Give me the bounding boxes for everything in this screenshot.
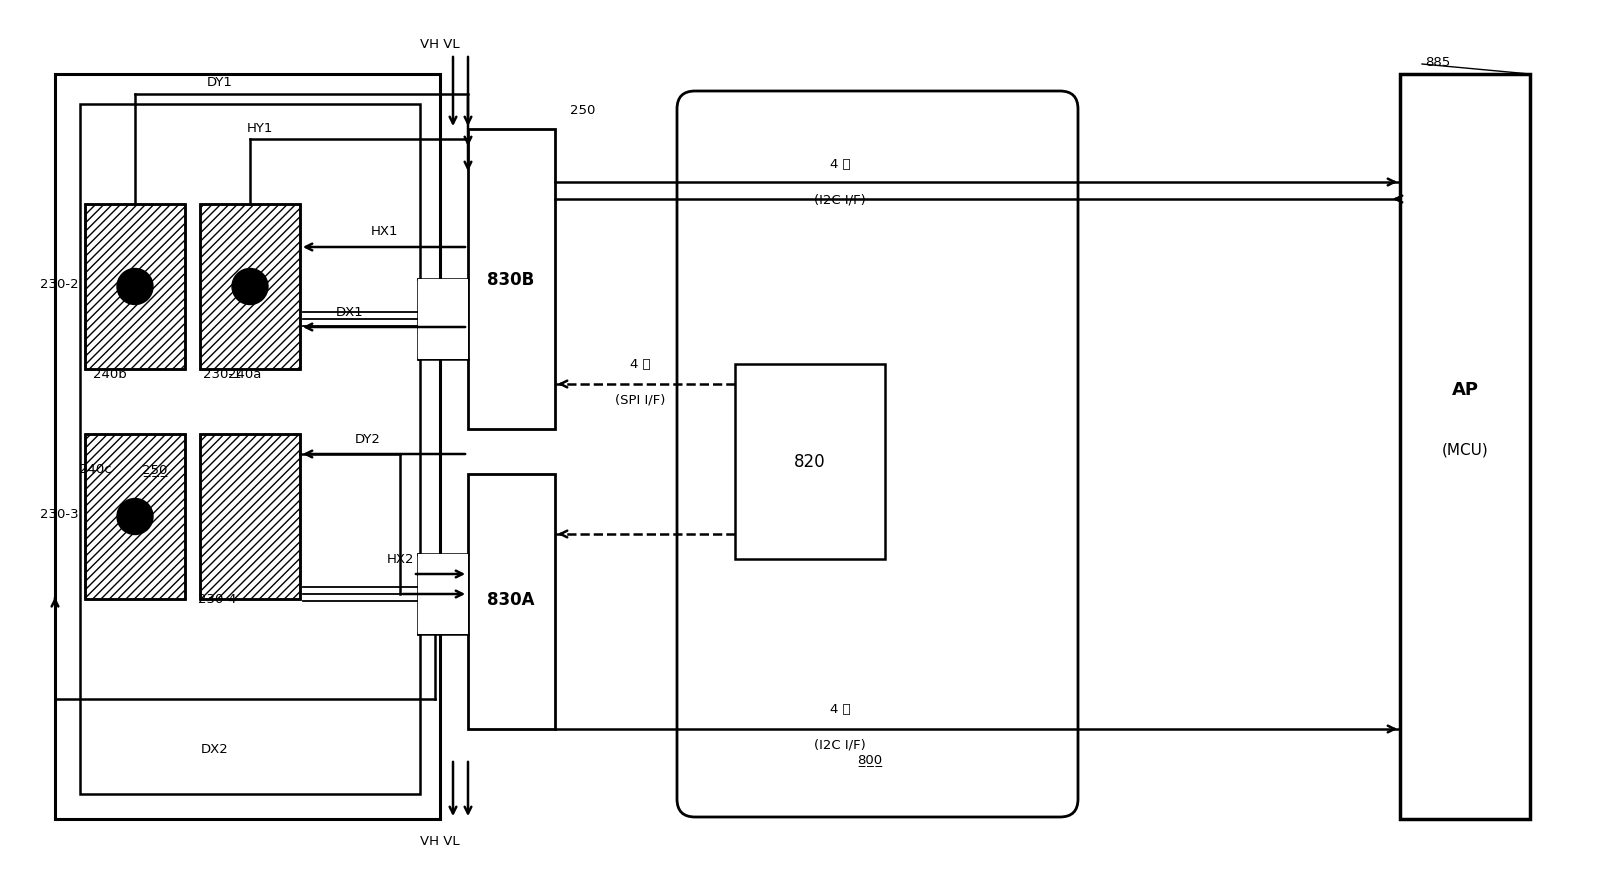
Text: 230-3: 230-3	[40, 508, 79, 521]
Text: DY2: DY2	[354, 433, 382, 446]
Text: DX1: DX1	[337, 307, 364, 319]
Text: 4 线: 4 线	[630, 358, 651, 371]
Text: (MCU): (MCU)	[1441, 442, 1488, 457]
Text: 230-4: 230-4	[199, 593, 237, 606]
Bar	[200, 205, 300, 369]
Text: DY1: DY1	[207, 76, 232, 89]
Text: HY1: HY1	[247, 121, 273, 135]
Bar	[200, 205, 300, 369]
Text: VH VL: VH VL	[420, 38, 460, 51]
Bar	[468, 475, 555, 729]
Bar	[85, 205, 184, 369]
Text: 830A: 830A	[487, 590, 535, 609]
Text: AP: AP	[1451, 381, 1478, 399]
Text: VH VL: VH VL	[420, 835, 460, 848]
Bar	[418, 280, 468, 360]
Bar	[1399, 75, 1529, 819]
Circle shape	[117, 499, 152, 535]
Bar	[200, 434, 300, 599]
Text: 830B: 830B	[487, 271, 535, 289]
Circle shape	[117, 269, 152, 305]
Bar	[418, 555, 468, 634]
Bar	[85, 434, 184, 599]
Text: (SPI I/F): (SPI I/F)	[616, 393, 665, 406]
Text: (I2C I/F): (I2C I/F)	[814, 738, 866, 750]
Text: 240a: 240a	[228, 368, 261, 381]
Bar	[85, 205, 184, 369]
Text: 230-1: 230-1	[204, 368, 242, 381]
Text: HX2: HX2	[386, 553, 414, 566]
Bar	[200, 205, 300, 369]
Text: HX1: HX1	[372, 225, 399, 238]
Text: 885: 885	[1425, 56, 1451, 68]
Text: DX2: DX2	[200, 742, 229, 756]
Bar	[200, 434, 300, 599]
Text: 240c: 240c	[79, 463, 111, 476]
Text: (I2C I/F): (I2C I/F)	[814, 193, 866, 206]
Bar	[736, 364, 885, 559]
Text: 820: 820	[793, 453, 826, 470]
Bar	[85, 434, 184, 599]
Text: 8̲0̲0̲: 8̲0̲0̲	[858, 752, 883, 766]
Text: 4 线: 4 线	[830, 159, 850, 171]
Bar	[200, 434, 300, 599]
Bar	[85, 434, 184, 599]
Circle shape	[232, 269, 268, 305]
Text: 4 线: 4 线	[830, 703, 850, 716]
Bar	[468, 130, 555, 430]
Text: 230-2: 230-2	[40, 278, 79, 291]
Text: 250: 250	[571, 104, 595, 116]
Text: 240b: 240b	[93, 368, 127, 381]
FancyBboxPatch shape	[676, 92, 1077, 817]
Bar	[80, 105, 420, 794]
Bar	[55, 75, 439, 819]
Bar	[85, 205, 184, 369]
Text: 2̲5̲0̲: 2̲5̲0̲	[143, 463, 168, 476]
